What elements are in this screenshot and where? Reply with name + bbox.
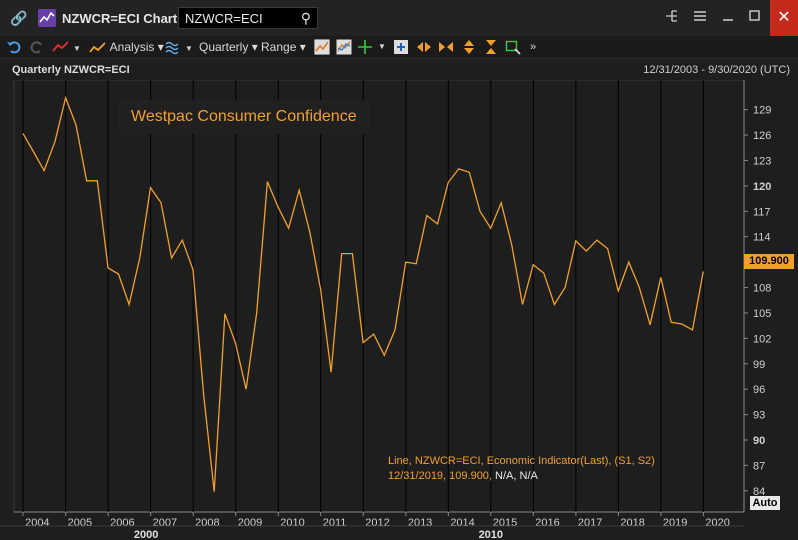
link-icon[interactable]: 🔗 bbox=[10, 10, 28, 26]
y-tick-label-93: 93 bbox=[753, 410, 765, 422]
svg-text:▼: ▼ bbox=[73, 44, 81, 53]
year-gridlines bbox=[22, 80, 704, 512]
y-tick-label-99: 99 bbox=[753, 359, 765, 371]
y-tick-label-114: 114 bbox=[753, 232, 771, 244]
series-line bbox=[22, 95, 704, 492]
last-value-label: 109.900 bbox=[744, 254, 794, 269]
redo-icon[interactable] bbox=[29, 39, 45, 55]
x-tick-label-2019: 2019 bbox=[663, 517, 687, 529]
tree-icon[interactable] bbox=[662, 9, 682, 27]
y-tick-label-102: 102 bbox=[753, 333, 771, 345]
crosshair-dropdown[interactable]: ▼ bbox=[378, 42, 386, 51]
x-tick-label-2010: 2010 bbox=[280, 517, 304, 529]
x-tick-label-2006: 2006 bbox=[110, 517, 134, 529]
y-tick-label-105: 105 bbox=[753, 308, 771, 320]
chart-instrument-label: Quarterly NZWCR=ECI bbox=[12, 64, 130, 76]
search-input[interactable] bbox=[185, 10, 285, 26]
x-tick-label-2014: 2014 bbox=[450, 517, 474, 529]
search-box[interactable]: ⚲ bbox=[178, 7, 318, 29]
compare-chart-icon[interactable] bbox=[336, 39, 352, 55]
interval-label: Quarterly bbox=[199, 40, 249, 54]
legend-line-2: 12/31/2019, 109.900, bbox=[388, 470, 492, 482]
line-chart-icon[interactable] bbox=[314, 39, 330, 55]
more-tools-icon[interactable]: » bbox=[530, 41, 537, 53]
zoom-in-icon[interactable] bbox=[393, 39, 409, 55]
y-axis-ticks: 8487909396991021051081111141171201231261… bbox=[744, 105, 771, 498]
y-tick-label-84: 84 bbox=[753, 486, 765, 498]
crosshair-icon[interactable] bbox=[357, 39, 373, 55]
title-bar: 🔗 NZWCR=ECI Chart ⚲ ✕ bbox=[0, 0, 798, 36]
fit-horizontal-icon[interactable] bbox=[438, 39, 454, 55]
select-area-icon[interactable] bbox=[505, 39, 521, 55]
legend-line-1: Line, NZWCR=ECI, Economic Indicator(Last… bbox=[388, 455, 655, 467]
y-tick-label-90: 90 bbox=[753, 435, 765, 447]
chart-legend[interactable]: Line, NZWCR=ECI, Economic Indicator(Last… bbox=[388, 454, 655, 484]
x-tick-label-2016: 2016 bbox=[535, 517, 559, 529]
undo-icon[interactable] bbox=[6, 39, 22, 55]
x-tick-label-2018: 2018 bbox=[620, 517, 644, 529]
minimize-icon[interactable] bbox=[718, 9, 738, 27]
chart-annotation[interactable]: Westpac Consumer Confidence bbox=[117, 100, 371, 134]
legend-line-2-na: N/A, N/A bbox=[495, 470, 538, 482]
y-tick-label-117: 117 bbox=[753, 206, 771, 218]
y-tick-label-123: 123 bbox=[753, 155, 771, 167]
decade-label-2010: 2010 bbox=[479, 529, 503, 540]
x-tick-label-2009: 2009 bbox=[238, 517, 262, 529]
app-chart-icon bbox=[38, 9, 56, 27]
decade-labels: 2000 2010 bbox=[0, 525, 744, 540]
chart-toolbar: ▼ Analysis ▾ ▼ Quarterly ▾ Range ▾ ▼ » bbox=[0, 36, 798, 59]
scroll-left-right-icon[interactable] bbox=[416, 39, 432, 55]
x-tick-label-2011: 2011 bbox=[323, 517, 347, 529]
y-tick-label-87: 87 bbox=[753, 460, 765, 472]
x-tick-label-2007: 2007 bbox=[153, 517, 177, 529]
y-tick-label-96: 96 bbox=[753, 384, 765, 396]
y-tick-label-120: 120 bbox=[753, 181, 771, 193]
analysis-menu[interactable]: Analysis ▾ bbox=[89, 38, 164, 56]
y-tick-label-129: 129 bbox=[753, 105, 771, 117]
x-tick-label-2005: 2005 bbox=[68, 517, 92, 529]
analysis-label: Analysis bbox=[109, 40, 155, 54]
x-tick-label-2008: 2008 bbox=[195, 517, 219, 529]
chart-type-dropdown[interactable]: ▼ bbox=[52, 38, 82, 56]
scroll-up-down-icon[interactable] bbox=[461, 39, 477, 55]
auto-scale-button[interactable]: Auto bbox=[750, 496, 780, 510]
fit-vertical-icon[interactable] bbox=[483, 39, 499, 55]
x-tick-label-2012: 2012 bbox=[365, 517, 389, 529]
analysis-icon bbox=[89, 42, 106, 53]
range-dropdown[interactable]: Range ▾ bbox=[261, 40, 306, 54]
y-tick-label-108: 108 bbox=[753, 283, 771, 295]
x-tick-label-2020: 2020 bbox=[705, 517, 729, 529]
chart-header: Quarterly NZWCR=ECI 12/31/2003 - 9/30/20… bbox=[0, 58, 798, 80]
window-title: NZWCR=ECI Chart bbox=[62, 11, 178, 26]
menu-icon[interactable] bbox=[690, 9, 710, 27]
maximize-icon[interactable] bbox=[745, 9, 765, 27]
y-tick-label-126: 126 bbox=[753, 130, 771, 142]
range-label: Range bbox=[261, 40, 297, 54]
x-tick-label-2017: 2017 bbox=[578, 517, 602, 529]
close-icon[interactable]: ✕ bbox=[770, 0, 798, 36]
search-icon[interactable]: ⚲ bbox=[300, 10, 311, 26]
decade-label-2000: 2000 bbox=[134, 529, 158, 540]
plot-area bbox=[13, 80, 745, 513]
chart-date-range: 12/31/2003 - 9/30/2020 (UTC) bbox=[643, 64, 790, 76]
x-tick-label-2015: 2015 bbox=[493, 517, 517, 529]
x-tick-label-2004: 2004 bbox=[25, 517, 49, 529]
line-chart[interactable]: 8487909396991021051081111141171201231261… bbox=[0, 80, 798, 540]
overlay-dropdown[interactable]: ▼ bbox=[165, 38, 195, 56]
interval-dropdown[interactable]: Quarterly ▾ bbox=[199, 40, 258, 54]
data-line-nzwcr-eci bbox=[22, 95, 704, 492]
svg-text:▼: ▼ bbox=[185, 44, 193, 53]
x-tick-label-2013: 2013 bbox=[408, 517, 432, 529]
